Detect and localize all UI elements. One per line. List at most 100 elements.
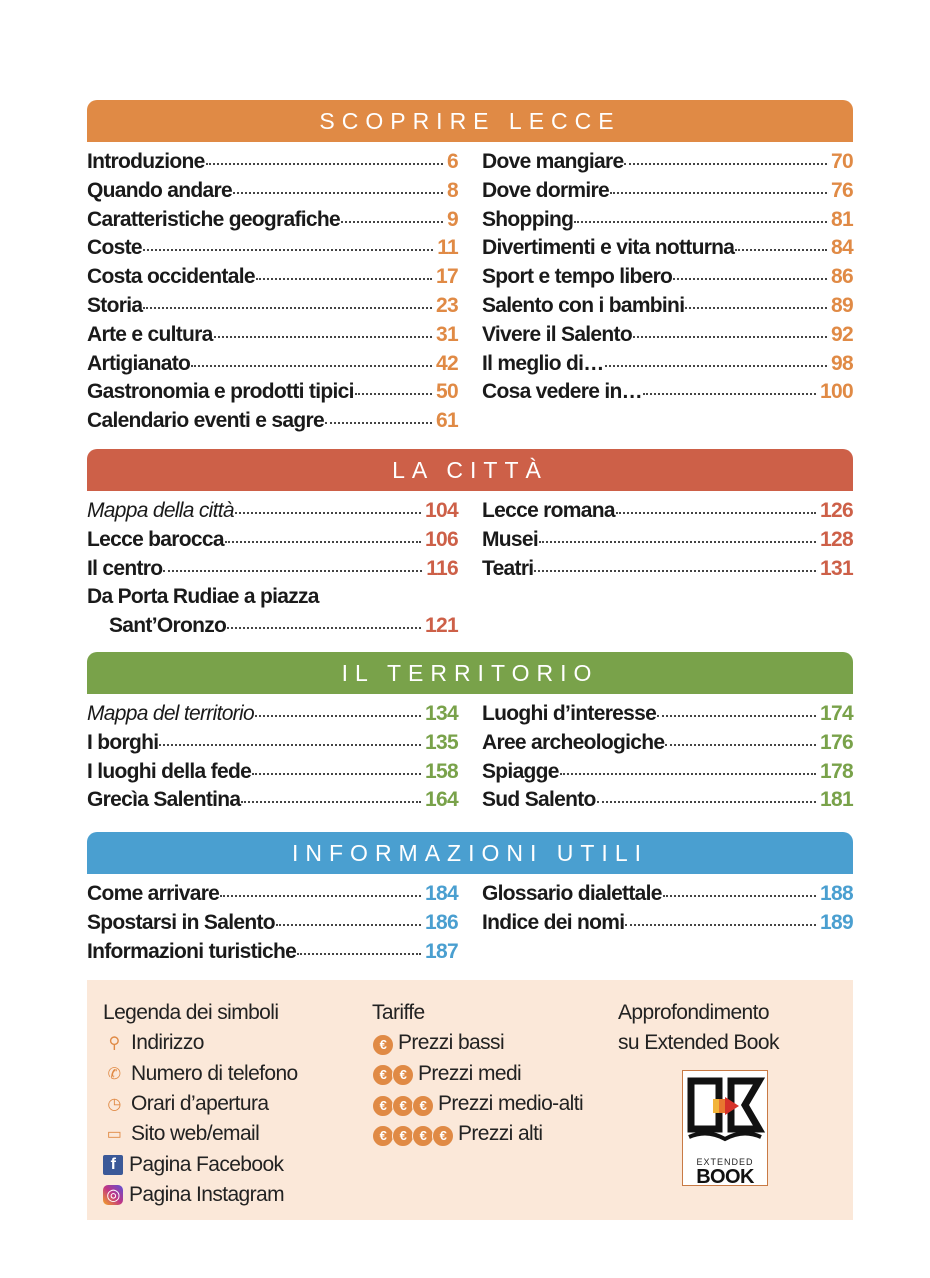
dot-leader bbox=[615, 512, 817, 514]
toc-entry[interactable]: Sport e tempo libero 86 bbox=[482, 265, 854, 294]
laptop-icon: ▭ bbox=[106, 1126, 122, 1144]
toc-entry[interactable]: Indice dei nomi 189 bbox=[482, 910, 854, 940]
entry-page: 184 bbox=[425, 882, 459, 905]
section-entries: Come arrivare 184 Spostarsi in Salento 186 I… bbox=[87, 882, 854, 969]
toc-entry[interactable]: I borghi 135 bbox=[87, 730, 459, 760]
symbols-title: Legenda dei simboli bbox=[103, 1001, 279, 1025]
dot-leader bbox=[632, 335, 828, 338]
section-header: LA CITTÀ bbox=[87, 449, 853, 491]
euro-coin-icon: € bbox=[392, 1094, 414, 1117]
toc-entry[interactable]: Musei 128 bbox=[482, 528, 854, 557]
entry-page: 89 bbox=[831, 293, 854, 317]
entry-title: Il centro bbox=[87, 556, 163, 580]
toc-entry[interactable]: Aree archeologiche 176 bbox=[482, 731, 854, 760]
dot-leader bbox=[234, 512, 422, 514]
toc-entry[interactable]: Teatri 131 bbox=[482, 556, 854, 586]
dot-leader bbox=[559, 772, 817, 775]
toc-entry[interactable]: Come arrivare 184 bbox=[87, 882, 459, 911]
entry-title: Mappa della città bbox=[87, 499, 235, 522]
toc-entry[interactable]: Mappa del territorio 134 bbox=[87, 702, 459, 731]
symbols-legend: Legenda dei simboli ⚲ Indirizzo ✆ Numero di… bbox=[103, 998, 298, 1210]
toc-entry[interactable]: Da Porta Rudiae a piazza bbox=[87, 585, 458, 614]
entry-page: 164 bbox=[425, 788, 459, 812]
toc-entry[interactable]: Spostarsi in Salento 186 bbox=[87, 910, 459, 940]
toc-entry[interactable]: Il centro 116 bbox=[87, 556, 459, 586]
entry-page: 121 bbox=[425, 614, 459, 638]
book-icon bbox=[687, 1077, 766, 1142]
dot-leader bbox=[604, 364, 828, 367]
toc-entry[interactable]: Sant’Oronzo 121 bbox=[87, 614, 459, 643]
entry-page: 6 bbox=[447, 150, 459, 173]
toc-entry[interactable]: Quando andare 8 bbox=[87, 179, 459, 208]
legend-item: ▭ Sito web/email bbox=[103, 1119, 298, 1149]
toc-entry[interactable]: Costa occidentale 17 bbox=[87, 265, 459, 294]
right-column: Lecce romana 126 Musei 128 Teatri 131 bbox=[482, 499, 854, 643]
entry-title: Sant’Oronzo bbox=[109, 614, 227, 638]
dot-leader bbox=[191, 364, 433, 367]
toc-entry[interactable]: Mappa della città 104 bbox=[87, 499, 459, 528]
legend-label: Indirizzo bbox=[131, 1031, 204, 1055]
legend-label: Pagina Instagram bbox=[129, 1182, 285, 1206]
left-column: Mappa del territorio 134 I borghi 135 I luog… bbox=[87, 702, 459, 817]
dot-leader bbox=[254, 715, 422, 717]
toc-entry[interactable]: Storia 23 bbox=[87, 293, 459, 323]
left-column: Mappa della città 104 Lecce barocca 106 Il c… bbox=[87, 499, 459, 643]
entry-title: I borghi bbox=[87, 730, 159, 754]
dot-leader bbox=[735, 249, 828, 252]
toc-entry[interactable]: I luoghi della fede 158 bbox=[87, 760, 459, 789]
legend-box: Legenda dei simboli ⚲ Indirizzo ✆ Numero di… bbox=[87, 980, 853, 1220]
entry-page: 189 bbox=[820, 910, 854, 934]
dot-leader bbox=[662, 895, 817, 897]
entry-title: Arte e cultura bbox=[87, 322, 213, 346]
prices-legend: Tariffe € Prezzi bassi € € Prezzi medi € € € Pre… bbox=[372, 998, 584, 1149]
toc-entry[interactable]: Cosa vedere in… 100 bbox=[482, 380, 854, 409]
euro-coin-icon: € bbox=[372, 1064, 394, 1087]
logo-text-extended: EXTENDED bbox=[696, 1157, 754, 1167]
toc-entry[interactable]: Glossario dialettale 188 bbox=[482, 882, 854, 911]
entry-title: Storia bbox=[87, 293, 143, 317]
entry-title: Lecce romana bbox=[482, 499, 616, 522]
toc-entry[interactable]: Salento con i bambini 89 bbox=[482, 293, 854, 323]
toc-entry[interactable]: Sud Salento 181 bbox=[482, 788, 854, 817]
toc-entry[interactable]: Shopping 81 bbox=[482, 207, 854, 237]
dot-leader bbox=[625, 923, 817, 926]
dot-leader bbox=[596, 801, 817, 804]
legend-item: ◷ Orari d’apertura bbox=[103, 1089, 298, 1119]
toc-entry[interactable]: Dove dormire 76 bbox=[482, 179, 854, 208]
entry-title: Shopping bbox=[482, 207, 574, 231]
entry-title: Divertimenti e vita notturna bbox=[482, 236, 735, 260]
toc-entry[interactable]: Introduzione 6 bbox=[87, 150, 459, 179]
toc-entry[interactable]: Informazioni turistiche 187 bbox=[87, 939, 459, 969]
toc-entry[interactable]: Artigianato 42 bbox=[87, 352, 459, 381]
toc-entry[interactable]: Spiagge 178 bbox=[482, 759, 854, 789]
toc-entry[interactable]: Coste 11 bbox=[87, 236, 459, 265]
toc-entry[interactable]: Caratteristiche geografiche 9 bbox=[87, 207, 459, 237]
euro-coin-icon: € bbox=[412, 1124, 434, 1147]
toc-entry[interactable]: Arte e cultura 31 bbox=[87, 322, 459, 352]
entry-page: 188 bbox=[820, 882, 854, 905]
toc-entry[interactable]: Luoghi d’interesse 174 bbox=[482, 702, 854, 731]
entry-page: 70 bbox=[831, 150, 854, 173]
toc-entry[interactable]: Lecce barocca 106 bbox=[87, 528, 459, 557]
toc-entry[interactable]: Lecce romana 126 bbox=[482, 499, 854, 528]
toc-entry[interactable]: Il meglio di… 98 bbox=[482, 352, 854, 381]
toc-entry[interactable]: Vivere il Salento 92 bbox=[482, 322, 854, 352]
toc-entry[interactable]: Calendario eventi e sagre 61 bbox=[87, 409, 459, 438]
toc-entry[interactable]: Divertimenti e vita notturna 84 bbox=[482, 236, 854, 265]
price-label: Prezzi medio-alti bbox=[438, 1092, 584, 1116]
toc-entry[interactable]: Grecìa Salentina 164 bbox=[87, 788, 459, 817]
entry-page: 126 bbox=[820, 499, 854, 522]
entry-title: Vivere il Salento bbox=[482, 322, 633, 346]
entry-title: Caratteristiche geografiche bbox=[87, 207, 341, 231]
dot-leader bbox=[324, 422, 433, 425]
dot-leader bbox=[142, 249, 434, 252]
entry-page: 178 bbox=[820, 759, 854, 783]
entry-page: 100 bbox=[820, 380, 854, 404]
toc-entry[interactable]: Gastronomia e prodotti tipici 50 bbox=[87, 380, 459, 409]
entry-title: Spostarsi in Salento bbox=[87, 910, 276, 934]
entry-title: Informazioni turistiche bbox=[87, 939, 297, 963]
dot-leader bbox=[297, 952, 422, 955]
toc-entry[interactable]: Dove mangiare 70 bbox=[482, 150, 854, 179]
right-column: Dove mangiare 70 Dove dormire 76 Shopping 81 D… bbox=[482, 150, 854, 438]
entry-title: Teatri bbox=[482, 556, 534, 580]
